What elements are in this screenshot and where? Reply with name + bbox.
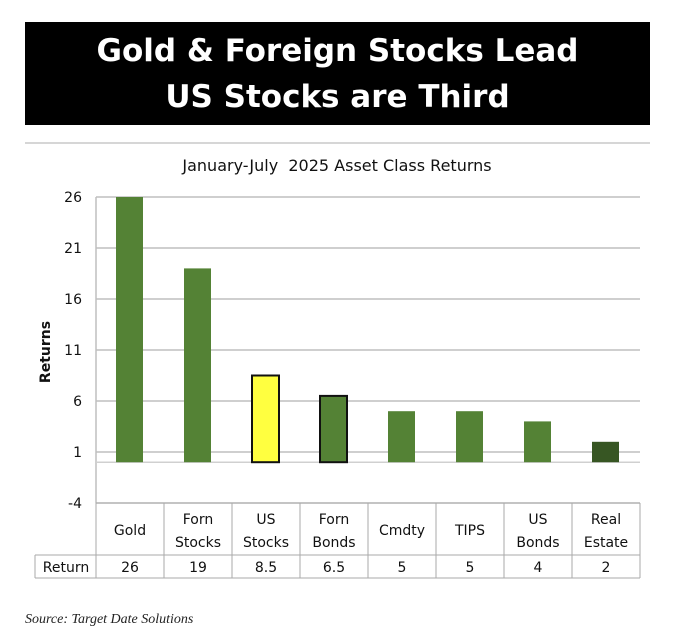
- y-tick-label: 11: [64, 343, 82, 359]
- bar-us-stocks: [251, 374, 280, 464]
- category-label: Cmdty: [379, 523, 425, 539]
- y-tick-label: 6: [73, 394, 82, 410]
- category-label: Forn: [183, 512, 214, 528]
- table-value: 19: [189, 560, 207, 576]
- chart-title: January-July 2025 Asset Class Returns: [181, 156, 491, 175]
- y-tick-label: 1: [73, 445, 82, 461]
- table-value: 2: [602, 560, 611, 576]
- bar-real-estate: [592, 441, 619, 463]
- category-label: US: [528, 512, 547, 528]
- category-label: Estate: [584, 535, 628, 551]
- table-value: 26: [121, 560, 139, 576]
- table-row-label: Return: [43, 560, 89, 576]
- category-label: Stocks: [175, 535, 221, 551]
- y-axis-label: Returns: [38, 321, 54, 383]
- y-tick-label: 21: [64, 241, 82, 257]
- headline-line-2: US Stocks are Third: [165, 79, 510, 115]
- bar-us-bonds: [524, 421, 551, 463]
- bar-forn-stocks: [184, 268, 211, 463]
- y-tick-label: -4: [68, 496, 82, 512]
- category-label: Forn: [319, 512, 350, 528]
- bar-tips: [456, 411, 483, 463]
- category-label: TIPS: [454, 523, 485, 539]
- table-value: 4: [534, 560, 543, 576]
- table-value: 5: [466, 560, 475, 576]
- table-value: 6.5: [323, 560, 345, 576]
- bar-forn-bonds: [319, 394, 348, 464]
- category-label: Bonds: [516, 535, 559, 551]
- category-label: Stocks: [243, 535, 289, 551]
- y-tick-label: 16: [64, 292, 82, 308]
- table-value: 5: [398, 560, 407, 576]
- headline-banner: Gold & Foreign Stocks Lead US Stocks are…: [25, 22, 650, 125]
- bar-gold: [116, 197, 143, 463]
- category-label: US: [256, 512, 275, 528]
- category-label: Real: [591, 512, 621, 528]
- category-label: Bonds: [312, 535, 355, 551]
- y-tick-label: 26: [64, 190, 82, 206]
- source-note: Source: Target Date Solutions: [25, 612, 194, 627]
- headline-line-1: Gold & Foreign Stocks Lead: [96, 33, 579, 69]
- table-value: 8.5: [255, 560, 277, 576]
- bar-cmdty: [388, 411, 415, 463]
- category-label: Gold: [114, 523, 146, 539]
